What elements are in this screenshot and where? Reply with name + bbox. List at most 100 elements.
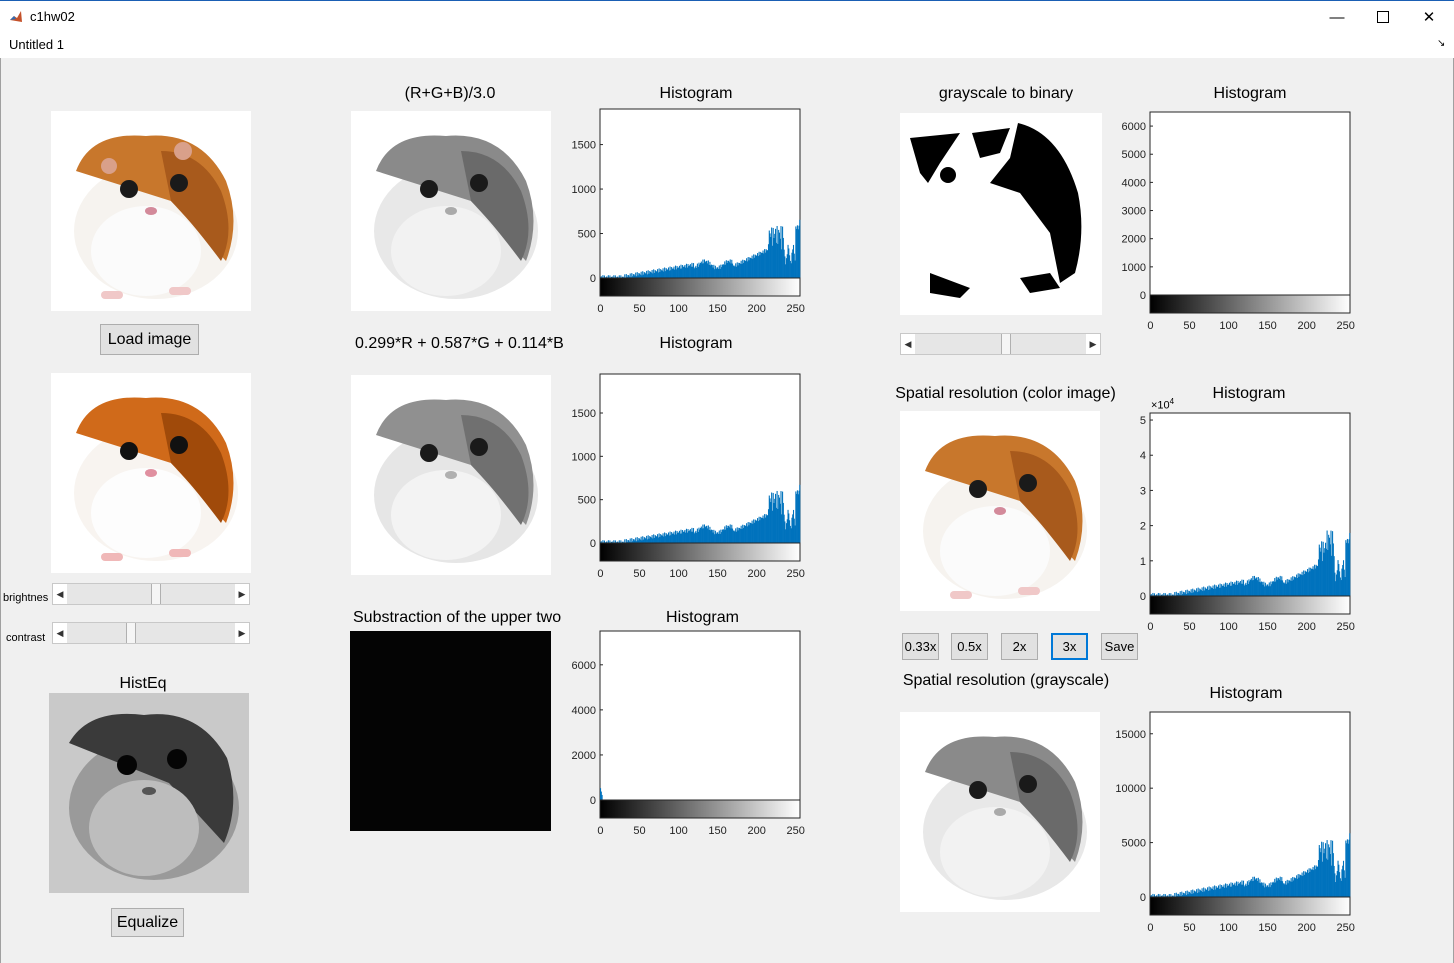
hist-bar	[1313, 569, 1315, 596]
hist-bar	[1257, 580, 1259, 596]
hist-bar	[690, 531, 692, 543]
hist-bar	[788, 513, 790, 543]
hist-bar	[1307, 869, 1309, 897]
hist-bar	[720, 264, 722, 278]
hist-bar	[1282, 881, 1284, 897]
hist2-svg: 0 500 1000 1500 0 50 100 150 200 250	[572, 373, 805, 580]
hist-bar	[1240, 884, 1242, 897]
brightness-slider[interactable]: ◀ ▶	[52, 583, 250, 605]
hist-bar	[1343, 870, 1345, 897]
x-tick-label: 50	[633, 303, 645, 315]
hist-bar	[1279, 575, 1281, 596]
scale-button-3x[interactable]: 3x	[1051, 633, 1088, 660]
hist-bar	[1271, 882, 1273, 897]
chevron-right-icon[interactable]: ▶	[235, 623, 249, 643]
hist-bar	[625, 274, 627, 278]
y-tick-label: 500	[578, 229, 596, 241]
hist-bar	[748, 525, 750, 543]
hist-bar	[632, 539, 634, 543]
hist-bar	[746, 523, 748, 543]
chevron-right-icon[interactable]: ▶	[235, 584, 249, 604]
hist-bar	[643, 537, 645, 543]
slider-thumb[interactable]	[1000, 334, 1011, 354]
slider-thumb[interactable]	[125, 623, 136, 643]
hist-bar	[602, 540, 604, 543]
hist-bar	[771, 492, 773, 543]
hist-bar	[660, 269, 662, 278]
hist-bar	[1225, 586, 1227, 596]
hist-bar	[777, 508, 779, 543]
hist-bar	[1287, 883, 1289, 897]
hist-bar	[1181, 590, 1183, 596]
hist-bar	[742, 259, 744, 278]
chevron-left-icon[interactable]: ◀	[53, 623, 67, 643]
maximize-button[interactable]	[1360, 1, 1406, 33]
hist-bar	[692, 263, 695, 278]
hist-bar	[690, 266, 692, 278]
hist-bar	[775, 507, 777, 543]
chevron-right-icon[interactable]: ▶	[1086, 334, 1100, 354]
chevron-left-icon[interactable]: ◀	[901, 334, 915, 354]
equalize-button[interactable]: Equalize	[111, 908, 184, 937]
threshold-slider[interactable]: ◀ ▶	[900, 333, 1101, 355]
scale-button-Save[interactable]: Save	[1101, 633, 1138, 660]
hist-bar	[735, 528, 737, 543]
hist-bar	[793, 253, 795, 278]
hist-bar	[1217, 887, 1219, 897]
hist-bar	[653, 537, 655, 543]
hist-bar	[1254, 879, 1256, 897]
load-image-button[interactable]: Load image	[100, 324, 199, 355]
hist-bar	[1339, 577, 1341, 596]
hist-bar	[1260, 581, 1263, 596]
hist-bar	[752, 523, 754, 543]
x-tick-label: 50	[633, 568, 645, 580]
hist-bar	[717, 268, 720, 278]
hist-bar	[742, 527, 745, 543]
chevron-left-icon[interactable]: ◀	[53, 584, 67, 604]
hist-bar	[1315, 865, 1317, 897]
menu-item-untitled[interactable]: Untitled 1	[9, 37, 64, 52]
hist-bar	[713, 264, 715, 278]
hist-bar	[1347, 543, 1349, 596]
minimize-button[interactable]: —	[1314, 1, 1360, 33]
scale-button-0-5x[interactable]: 0.5x	[951, 633, 988, 660]
scale-button-0-33x[interactable]: 0.33x	[902, 633, 939, 660]
scale-button-2x[interactable]: 2x	[1001, 633, 1038, 660]
y-tick-label: 1500	[572, 140, 596, 152]
hist-bar	[667, 269, 669, 278]
hist-bar	[1278, 578, 1280, 596]
hist-bar	[1196, 588, 1198, 596]
resize-grip-icon[interactable]: ↘	[1437, 38, 1446, 49]
x-tick-label: 200	[747, 303, 765, 315]
hist-bar	[782, 226, 784, 278]
hist-bar	[735, 266, 738, 278]
hist-bar	[1170, 593, 1172, 596]
hist-bar	[1166, 895, 1168, 897]
hist-bar	[692, 266, 694, 278]
hist-bar	[765, 249, 767, 278]
hist-bar	[617, 541, 619, 543]
hist-bar	[1205, 889, 1207, 897]
hist-bar	[1338, 864, 1340, 897]
hist-bar	[1251, 881, 1253, 897]
hist-bar	[689, 529, 691, 543]
hist-bar	[1296, 875, 1298, 897]
close-button[interactable]: ✕	[1406, 1, 1452, 33]
hist-bar	[676, 266, 678, 278]
contrast-slider[interactable]: ◀ ▶	[52, 622, 250, 644]
hist-bar	[616, 276, 618, 278]
hist-bar	[1337, 560, 1339, 596]
hist-bar	[794, 260, 796, 278]
brightness-label: brightnes	[3, 592, 49, 604]
hist-bar	[701, 263, 703, 278]
histogram-2: 0 500 1000 1500 0 50 100 150 200 250	[560, 373, 810, 595]
hist-bar	[1197, 587, 1199, 596]
minimize-icon: —	[1329, 8, 1345, 26]
slider-thumb[interactable]	[151, 584, 161, 604]
hist-bar	[752, 258, 754, 278]
hist-bar	[654, 535, 656, 543]
hist-bar	[1226, 883, 1228, 897]
hist-bar	[1328, 537, 1330, 596]
hist-bar	[1220, 587, 1222, 596]
hist-bar	[683, 531, 685, 543]
